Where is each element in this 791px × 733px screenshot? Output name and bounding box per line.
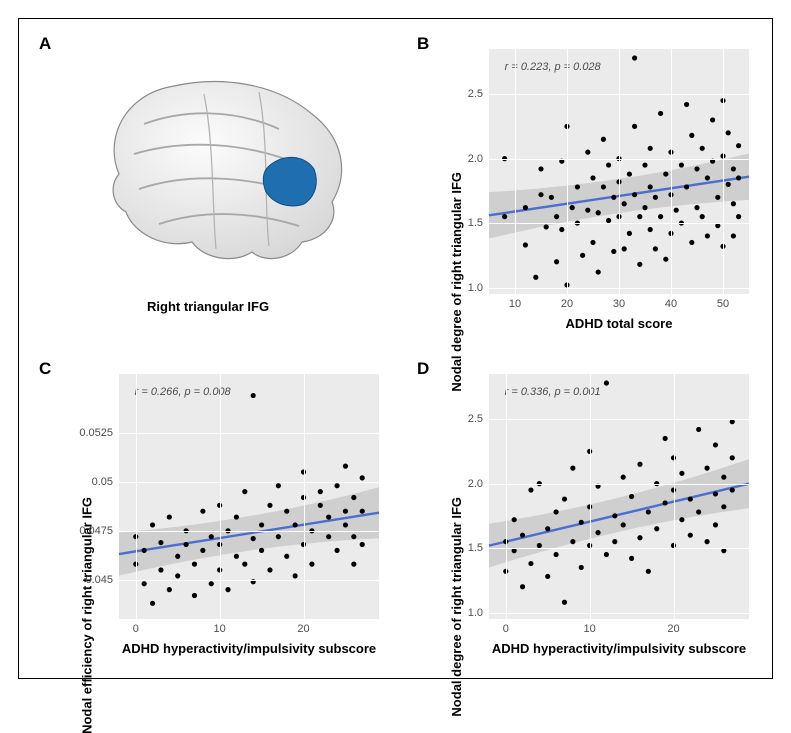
panel-c-xlabel: ADHD hyperactivity/impulsivity subscore: [122, 641, 376, 656]
panel-c-stats: r = 0.266, p = 0.008: [135, 386, 231, 398]
tick-x: 0: [133, 623, 139, 635]
tick-x: 20: [561, 298, 573, 310]
panel-a-label: A: [39, 34, 51, 54]
panel-d-plot: r = 0.336, p = 0.001 ADHD hyperactivity/…: [489, 374, 749, 619]
tick-x: 50: [717, 298, 729, 310]
tick-y: 0.0525: [79, 427, 113, 439]
panel-a-caption: Right triangular IFG: [147, 299, 269, 314]
tick-y: 2.5: [468, 88, 483, 100]
tick-y: 0.05: [92, 476, 113, 488]
panel-d-xlabel: ADHD hyperactivity/impulsivity subscore: [492, 641, 746, 656]
brain-illustration: [64, 54, 369, 284]
tick-x: 10: [584, 623, 596, 635]
tick-y: 0.045: [85, 574, 113, 586]
tick-x: 30: [613, 298, 625, 310]
panel-c-svg: [119, 374, 379, 619]
tick-y: 1.5: [468, 542, 483, 554]
panel-d-svg: [489, 374, 749, 619]
tick-y: 1.0: [468, 607, 483, 619]
figure-frame: A Right triangular IFG B r: [18, 18, 773, 679]
tick-y: 2.0: [468, 153, 483, 165]
tick-x: 10: [214, 623, 226, 635]
panel-b-label: B: [417, 34, 429, 54]
panel-b-plot: r = 0.223, p = 0.028 ADHD total score No…: [489, 49, 749, 294]
panel-b-ylabel: Nodal degree of right triangular IFG: [450, 172, 465, 392]
tick-y: 0.0475: [79, 525, 113, 537]
tick-x: 10: [509, 298, 521, 310]
panel-d-ylabel: Nodal degree of right triangular IFG: [450, 497, 465, 717]
panel-d-stats: r = 0.336, p = 0.001: [505, 386, 601, 398]
panel-b-xlabel: ADHD total score: [566, 316, 673, 331]
panel-d-label: D: [417, 359, 429, 379]
panel-c-plot: r = 0.266, p = 0.008 ADHD hyperactivity/…: [119, 374, 379, 619]
tick-y: 2.5: [468, 413, 483, 425]
panel-a-brain: [64, 54, 369, 284]
tick-x: 40: [665, 298, 677, 310]
panel-c-label: C: [39, 359, 51, 379]
tick-x: 20: [297, 623, 309, 635]
tick-x: 0: [503, 623, 509, 635]
tick-x: 20: [667, 623, 679, 635]
tick-y: 1.0: [468, 282, 483, 294]
panel-b-stats: r = 0.223, p = 0.028: [505, 61, 601, 73]
ifg-highlight: [263, 157, 316, 206]
tick-y: 1.5: [468, 217, 483, 229]
tick-y: 2.0: [468, 478, 483, 490]
